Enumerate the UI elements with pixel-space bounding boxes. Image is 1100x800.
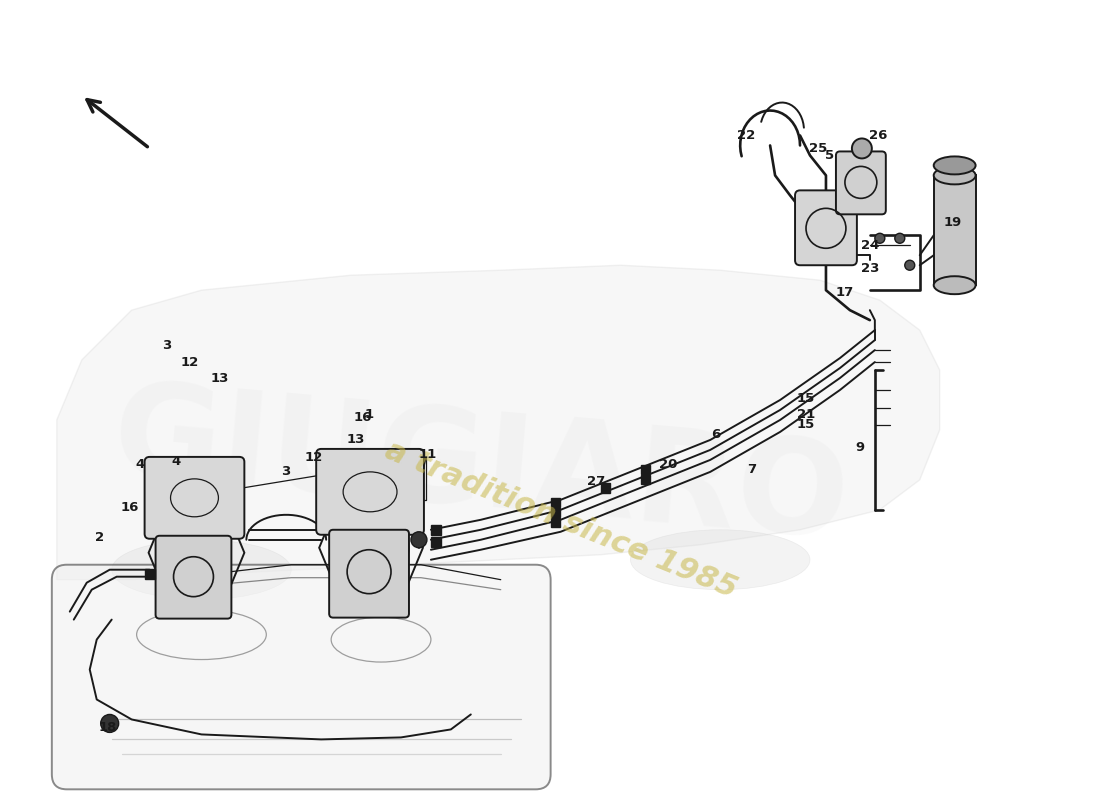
Bar [551, 518, 560, 527]
Ellipse shape [112, 540, 292, 600]
Text: 18: 18 [99, 721, 117, 734]
Ellipse shape [630, 530, 810, 590]
FancyBboxPatch shape [795, 190, 857, 266]
Text: 11: 11 [419, 449, 437, 462]
Bar [144, 569, 155, 578]
Bar [601, 483, 610, 493]
Text: 3: 3 [162, 338, 172, 351]
Text: 24: 24 [860, 238, 879, 252]
Bar [934, 175, 976, 285]
Text: 26: 26 [869, 129, 887, 142]
Text: 23: 23 [860, 262, 879, 274]
Text: 5: 5 [825, 149, 835, 162]
Circle shape [101, 714, 119, 733]
Ellipse shape [934, 157, 976, 174]
Text: GIUGIARO: GIUGIARO [108, 374, 854, 566]
FancyBboxPatch shape [52, 565, 551, 790]
Text: 12: 12 [304, 451, 322, 464]
FancyBboxPatch shape [155, 536, 231, 618]
Text: 9: 9 [856, 442, 865, 454]
Text: 13: 13 [210, 371, 229, 385]
Text: 4: 4 [172, 455, 182, 468]
Circle shape [874, 234, 884, 243]
Text: 27: 27 [587, 475, 606, 488]
Text: 22: 22 [737, 129, 756, 142]
Circle shape [905, 260, 915, 270]
Polygon shape [57, 266, 939, 580]
Text: 19: 19 [944, 216, 961, 229]
Text: 21: 21 [796, 409, 815, 422]
Text: 1: 1 [364, 409, 374, 422]
Text: 7: 7 [748, 463, 757, 476]
Bar [431, 537, 441, 546]
Circle shape [894, 234, 905, 243]
Text: 25: 25 [808, 142, 827, 155]
Text: a tradition since 1985: a tradition since 1985 [381, 436, 741, 604]
Ellipse shape [934, 166, 976, 184]
Bar [641, 466, 650, 474]
Ellipse shape [934, 276, 976, 294]
Text: 4: 4 [135, 458, 144, 471]
Bar [551, 498, 560, 507]
Bar [641, 475, 650, 484]
Text: 16: 16 [121, 502, 139, 514]
Circle shape [851, 138, 872, 158]
FancyBboxPatch shape [836, 151, 886, 214]
Text: 15: 15 [796, 391, 815, 405]
Text: 6: 6 [712, 429, 720, 442]
FancyBboxPatch shape [316, 449, 424, 534]
Text: 2: 2 [96, 531, 104, 544]
Text: 17: 17 [836, 286, 854, 298]
Text: 20: 20 [659, 458, 678, 471]
FancyBboxPatch shape [329, 530, 409, 618]
Text: 3: 3 [280, 466, 290, 478]
Bar [551, 508, 560, 518]
Text: 16: 16 [354, 411, 372, 425]
Text: 15: 15 [796, 418, 815, 431]
Circle shape [411, 532, 427, 548]
Text: 12: 12 [180, 355, 199, 369]
Text: 13: 13 [346, 434, 365, 446]
FancyBboxPatch shape [144, 457, 244, 538]
Bar [431, 525, 441, 534]
